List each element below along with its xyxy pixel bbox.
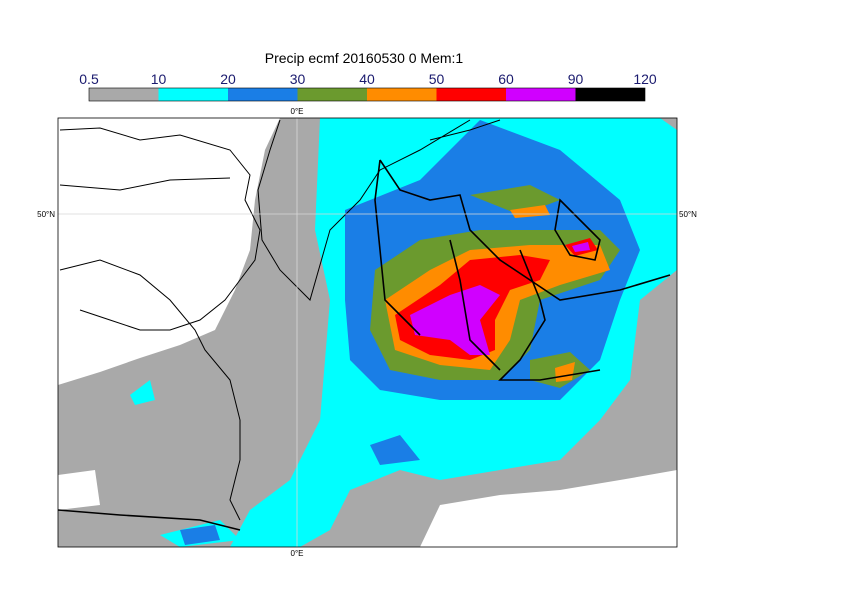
map — [58, 118, 677, 547]
parallel-label: 50°N — [37, 210, 55, 219]
meridian-label: 0°E — [291, 549, 304, 558]
colorbar-box — [575, 88, 645, 101]
colorbar-box — [158, 88, 228, 101]
map-title: Precip ecmf 20160530 0 Mem:1 — [265, 50, 464, 66]
map-frame — [57, 117, 678, 548]
colorbar-label: 20 — [220, 71, 236, 87]
colorbar-box — [506, 88, 576, 101]
colorbar-box — [228, 88, 298, 101]
colorbar-box — [297, 88, 367, 101]
parallel-label: 50°N — [679, 210, 697, 219]
colorbar-box — [367, 88, 437, 101]
dry-area — [58, 155, 677, 547]
colorbar-label: 120 — [633, 71, 657, 87]
border-line — [58, 159, 671, 531]
colorbar-label: 0.5 — [79, 71, 99, 87]
meridian-label: 0°E — [291, 107, 304, 116]
precip-area — [410, 242, 590, 355]
colorbar-label: 30 — [290, 71, 306, 87]
colorbar-frame — [88, 87, 646, 102]
colorbar-box — [436, 88, 506, 101]
colorbar-label: 10 — [151, 71, 167, 87]
colorbar-box — [89, 88, 159, 101]
coastline — [59, 119, 501, 521]
colorbar-label: 60 — [498, 71, 514, 87]
colorbar-label: 50 — [429, 71, 445, 87]
dry-area — [58, 118, 280, 385]
colorbar: 0.5 10 20 30 40 50 60 90 120 — [79, 71, 657, 102]
colorbar-label: 90 — [568, 71, 584, 87]
colorbar-label: 40 — [359, 71, 375, 87]
